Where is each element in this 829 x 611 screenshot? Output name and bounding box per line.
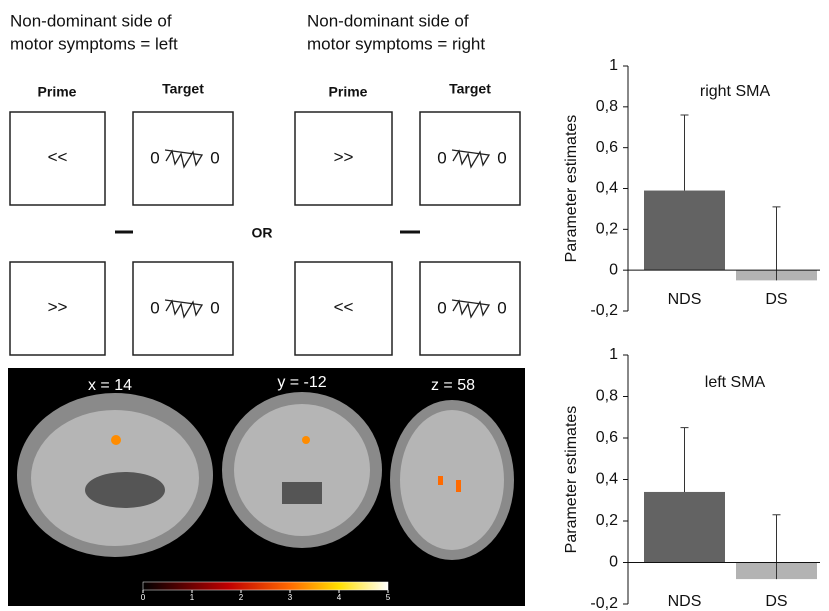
target-flank: 0 [150,298,159,317]
colorbar-tick-label: 5 [386,593,391,602]
y-tick-label: 0,8 [596,388,618,405]
y-tick-label: 0 [609,261,618,278]
header: motor symptoms = right [307,34,485,53]
prime-arrows: >> [334,147,354,166]
header: motor symptoms = left [10,34,178,53]
header: Non-dominant side of [307,11,469,30]
y-tick-label: 1 [609,57,618,74]
target-flank: 0 [210,298,219,317]
y-tick-label: -0,2 [590,595,618,611]
target-flank: 0 [497,148,506,167]
bar [644,492,725,563]
figure: Non-dominant side of motor symptoms = le… [0,0,829,611]
y-tick-label: 0,8 [596,98,618,115]
slice-label: z = 58 [431,377,475,394]
target-label: Target [449,81,491,97]
prime-arrows: << [48,147,68,166]
x-tick-label: NDS [668,291,702,308]
y-tick-label: 1 [609,346,618,363]
target-label: Target [162,81,204,97]
prime-label: Prime [329,84,368,100]
or-label: OR [252,225,273,241]
brain-images [17,392,514,560]
target-flank: 0 [437,298,446,317]
target-flank: 0 [150,148,159,167]
colorbar-tick-label: 4 [337,593,342,602]
y-tick-label: 0,2 [596,512,618,529]
y-axis-label: Parameter estimates [563,115,580,263]
colorbar-tick-label: 2 [239,593,244,602]
prime-arrows: >> [48,297,68,316]
bar [644,191,725,271]
slice-label: x = 14 [88,377,132,394]
colorbar [143,582,388,590]
colorbar-tick-label: 3 [288,593,293,602]
slice-label: y = -12 [277,374,326,391]
y-axis-label: Parameter estimates [563,406,580,554]
x-tick-label: NDS [668,593,702,610]
target-flank: 0 [497,298,506,317]
x-tick-label: DS [765,291,787,308]
y-tick-label: 0,6 [596,139,618,156]
y-tick-label: 0,4 [596,180,618,197]
y-tick-label: 0 [609,554,618,571]
prime-arrows: << [334,297,354,316]
y-tick-label: 0,6 [596,429,618,446]
y-tick-label: 0,4 [596,471,618,488]
y-tick-label: -0,2 [590,302,618,319]
target-flank: 0 [437,148,446,167]
header: Non-dominant side of [10,11,172,30]
colorbar-tick-label: 0 [141,593,146,602]
prime-label: Prime [38,84,77,100]
y-tick-label: 0,2 [596,221,618,238]
chart-title: left SMA [705,374,766,391]
x-tick-label: DS [765,593,787,610]
chart-title: right SMA [700,83,771,100]
target-flank: 0 [210,148,219,167]
colorbar-tick-label: 1 [190,593,195,602]
